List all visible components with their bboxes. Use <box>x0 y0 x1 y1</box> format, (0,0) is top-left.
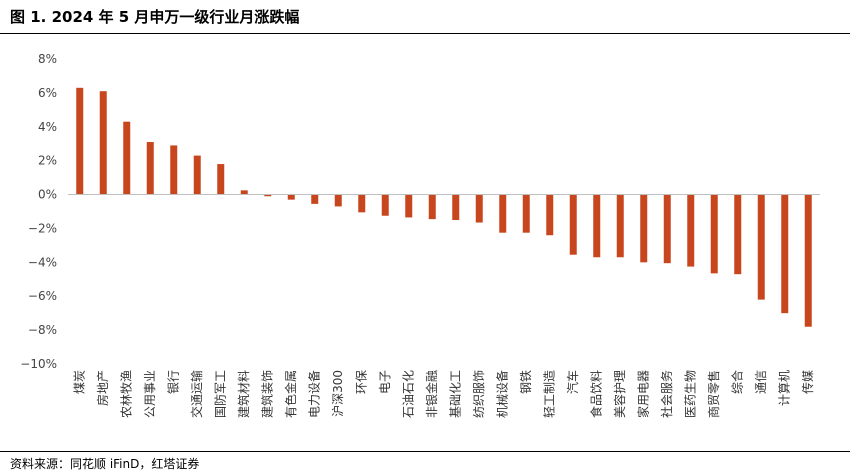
bar <box>264 194 272 197</box>
x-tick-label: 食品饮料 <box>588 370 603 418</box>
x-tick-label: 电力设备 <box>307 370 321 418</box>
y-tick-label: −10% <box>20 357 57 371</box>
y-tick-label: 0% <box>38 188 57 202</box>
y-tick-label: −6% <box>28 289 57 303</box>
x-tick-label: 农林牧渔 <box>119 370 133 418</box>
bar <box>569 194 577 255</box>
x-tick-label: 建筑材料 <box>236 370 251 418</box>
x-tick-label: 美容护理 <box>612 370 627 418</box>
top-rule <box>0 33 850 34</box>
x-tick-label: 钢铁 <box>519 370 533 394</box>
bar <box>170 145 178 195</box>
x-tick-label: 银行 <box>166 370 180 394</box>
x-tick-label: 综合 <box>729 370 744 394</box>
bar <box>663 194 671 264</box>
bar <box>734 194 742 275</box>
x-tick-label: 有色金属 <box>283 370 298 418</box>
x-tick-label: 交通运输 <box>189 370 204 418</box>
x-tick-label: 医药生物 <box>683 370 697 418</box>
y-tick-label: 4% <box>38 120 57 134</box>
bar <box>287 194 295 200</box>
bar-chart: 8% 6% 4% 2% 0% −2% −4% −6% −8% −10% 煤炭 房地产 农林牧渔 公用事业… <box>20 52 820 418</box>
y-tick-label: −2% <box>28 221 57 235</box>
bar <box>99 91 107 195</box>
bar <box>640 194 648 263</box>
x-tick-label: 非银金融 <box>424 370 439 418</box>
bar-series <box>76 87 812 327</box>
bar <box>123 121 131 195</box>
x-tick-label: 石油石化 <box>401 370 415 418</box>
x-tick-label: 通信 <box>754 370 768 394</box>
bottom-rule <box>0 451 850 452</box>
y-axis-ticks: 8% 6% 4% 2% 0% −2% −4% −6% −8% −10% <box>20 52 57 371</box>
bar <box>217 164 225 195</box>
x-tick-label: 建筑装饰 <box>259 370 274 418</box>
y-tick-label: 2% <box>38 154 57 168</box>
bar <box>311 194 319 204</box>
bar <box>358 194 366 213</box>
x-tick-label: 煤炭 <box>72 370 86 394</box>
bar <box>334 194 342 207</box>
x-tick-label: 家用电器 <box>635 370 650 418</box>
bar <box>381 194 389 216</box>
x-tick-label: 基础化工 <box>448 370 462 418</box>
x-tick-label: 公用事业 <box>143 370 157 418</box>
bar <box>452 194 460 220</box>
y-tick-label: −4% <box>28 255 57 269</box>
x-tick-label: 商贸零售 <box>706 370 721 418</box>
y-tick-label: −8% <box>28 323 57 337</box>
bar <box>240 190 248 195</box>
bar <box>522 194 530 233</box>
bar <box>546 194 554 236</box>
bar <box>76 87 84 195</box>
x-tick-label: 传媒 <box>800 370 815 394</box>
bar <box>757 194 765 300</box>
bar <box>616 194 624 258</box>
bar <box>193 155 201 195</box>
bar <box>781 194 789 314</box>
figure-title: 图 1. 2024 年 5 月申万一级行业月涨跌幅 <box>10 8 300 26</box>
bar <box>146 142 154 195</box>
x-tick-label: 房地产 <box>95 370 110 406</box>
bar <box>428 194 436 220</box>
source-note: 资料来源：同花顺 iFinD，红塔证券 <box>10 457 200 471</box>
x-axis-labels: 煤炭 房地产 农林牧渔 公用事业 银行 交通运输 国防军工 建筑材料 建筑装饰 有色金属 电力设备沪… <box>72 370 815 418</box>
x-tick-label: 环保 <box>354 370 368 394</box>
bar <box>687 194 695 267</box>
bar <box>593 194 601 258</box>
y-tick-label: 8% <box>38 52 57 66</box>
y-tick-label: 6% <box>38 86 57 100</box>
x-tick-label: 沪深300 <box>331 370 345 417</box>
x-tick-label: 电子 <box>378 370 392 394</box>
bar <box>710 194 718 274</box>
bar <box>475 194 483 223</box>
x-tick-label: 国防军工 <box>212 370 227 418</box>
x-tick-label: 轻工制造 <box>542 370 556 418</box>
x-tick-label: 纺织服饰 <box>472 370 486 418</box>
x-tick-label: 汽车 <box>565 370 580 394</box>
bar <box>405 194 413 218</box>
x-tick-label: 社会服务 <box>659 370 674 418</box>
x-tick-label: 机械设备 <box>494 370 509 418</box>
bar <box>499 194 507 233</box>
bar <box>804 194 812 327</box>
x-tick-label: 计算机 <box>776 370 791 406</box>
